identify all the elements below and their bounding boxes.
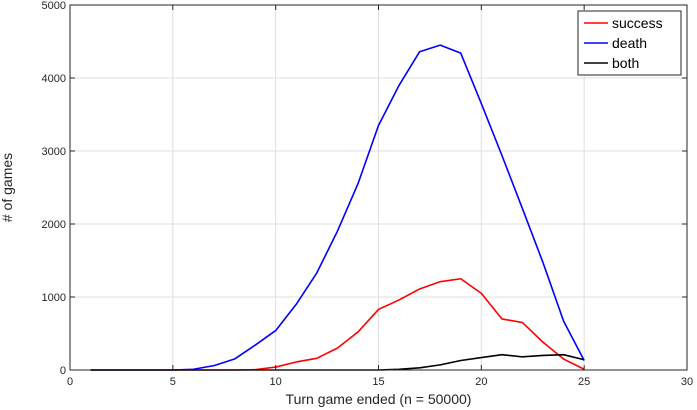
y-tick-label: 2000: [42, 219, 66, 231]
legend-label-death: death: [612, 35, 647, 51]
x-axis-label: Turn game ended (n = 50000): [286, 391, 472, 407]
x-tick-label: 5: [170, 376, 176, 388]
legend-label-success: success: [612, 15, 663, 31]
x-tick-label: 15: [372, 376, 384, 388]
legend-label-both: both: [612, 55, 639, 71]
x-tick-label: 25: [578, 376, 590, 388]
ticks: 0 5 10 15 20 25 30 0 1000 2000 3000 4000 5000: [42, 0, 694, 388]
legend: success death both: [577, 10, 682, 76]
y-axis-label: # of games: [0, 153, 15, 222]
y-tick-label: 3000: [42, 146, 66, 158]
y-tick-label: 5000: [42, 0, 66, 12]
x-tick-label: 20: [475, 376, 487, 388]
x-tick-label: 10: [270, 376, 282, 388]
y-tick-label: 0: [60, 365, 66, 377]
y-tick-label: 4000: [42, 73, 66, 85]
x-tick-label: 30: [681, 376, 693, 388]
x-tick-label: 0: [67, 376, 73, 388]
y-tick-label: 1000: [42, 292, 66, 304]
